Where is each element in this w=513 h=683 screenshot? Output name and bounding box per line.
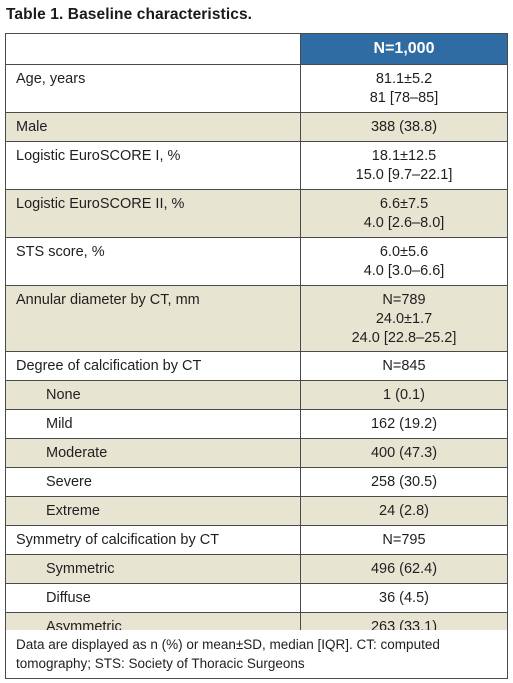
row-value-cell: 81.1±5.2 81 [78–85] [301, 65, 507, 112]
table-row: Degree of calcification by CT N=845 [6, 351, 507, 380]
row-value-cell: 18.1±12.5 15.0 [9.7–22.1] [301, 142, 507, 189]
table-row: Male 388 (38.8) [6, 112, 507, 141]
row-value-cell: 6.0±5.6 4.0 [3.0–6.6] [301, 238, 507, 285]
row-label: Logistic EuroSCORE II, % [6, 190, 301, 237]
row-value: 4.0 [2.6–8.0] [363, 215, 445, 231]
table-row: Moderate 400 (47.3) [6, 438, 507, 467]
row-label: Diffuse [6, 584, 301, 612]
row-value-cell: 1 (0.1) [301, 381, 507, 409]
row-value: 258 (30.5) [370, 474, 438, 490]
row-label: Severe [6, 468, 301, 496]
table-row: Extreme 24 (2.8) [6, 496, 507, 525]
row-label: Degree of calcification by CT [6, 352, 301, 380]
row-value: 81.1±5.2 [375, 71, 433, 87]
table-row: Annular diameter by CT, mm N=789 24.0±1.7 2… [6, 285, 507, 351]
row-value: 24 (2.8) [379, 503, 429, 519]
table-row: Mild 162 (19.2) [6, 409, 507, 438]
row-value: 400 (47.3) [370, 445, 438, 461]
row-value-cell: 258 (30.5) [301, 468, 507, 496]
row-value: 496 (62.4) [370, 561, 438, 577]
table-row: Symmetry of calcification by CT N=795 [6, 525, 507, 554]
row-value-cell: 496 (62.4) [301, 555, 507, 583]
table-row: Age, years 81.1±5.2 81 [78–85] [6, 64, 507, 112]
row-label: Extreme [6, 497, 301, 525]
header-n-cell: N=1,000 [301, 34, 507, 64]
row-value-cell: 6.6±7.5 4.0 [2.6–8.0] [301, 190, 507, 237]
row-label: Moderate [6, 439, 301, 467]
table-header-row: N=1,000 [6, 34, 507, 64]
row-label: Logistic EuroSCORE I, % [6, 142, 301, 189]
header-left-cell [6, 34, 301, 64]
row-value: N=845 [382, 358, 426, 374]
row-value-cell: N=845 [301, 352, 507, 380]
baseline-table: N=1,000 Age, years 81.1±5.2 81 [78–85] Male… [5, 33, 508, 642]
table-row: Logistic EuroSCORE II, % 6.6±7.5 4.0 [2.6–… [6, 189, 507, 237]
table-row: Diffuse 36 (4.5) [6, 583, 507, 612]
row-value: 6.6±7.5 [379, 196, 429, 212]
row-value: 388 (38.8) [370, 119, 438, 135]
row-value-cell: N=795 [301, 526, 507, 554]
table-row: Symmetric 496 (62.4) [6, 554, 507, 583]
row-label: Male [6, 113, 301, 141]
row-value-cell: 24 (2.8) [301, 497, 507, 525]
row-value: N=789 [382, 292, 426, 308]
row-value: 15.0 [9.7–22.1] [355, 167, 453, 183]
row-value: 6.0±5.6 [379, 244, 429, 260]
row-value-cell: 400 (47.3) [301, 439, 507, 467]
row-value: 162 (19.2) [370, 416, 438, 432]
row-value: 81 [78–85] [369, 90, 439, 106]
table-row: STS score, % 6.0±5.6 4.0 [3.0–6.6] [6, 237, 507, 285]
table-body: Age, years 81.1±5.2 81 [78–85] Male 388 (38.… [6, 64, 507, 641]
row-label: Symmetry of calcification by CT [6, 526, 301, 554]
row-label: Symmetric [6, 555, 301, 583]
row-label: Annular diameter by CT, mm [6, 286, 301, 351]
table-row: None 1 (0.1) [6, 380, 507, 409]
row-value: N=795 [382, 532, 426, 548]
row-value-cell: 36 (4.5) [301, 584, 507, 612]
row-value-cell: 388 (38.8) [301, 113, 507, 141]
row-value: 4.0 [3.0–6.6] [363, 263, 445, 279]
row-label: Mild [6, 410, 301, 438]
row-value: 36 (4.5) [379, 590, 429, 606]
row-label: None [6, 381, 301, 409]
row-label: Age, years [6, 65, 301, 112]
table-row: Severe 258 (30.5) [6, 467, 507, 496]
table-row: Logistic EuroSCORE I, % 18.1±12.5 15.0 [9.… [6, 141, 507, 189]
row-value: 1 (0.1) [383, 387, 425, 403]
row-value: 18.1±12.5 [371, 148, 437, 164]
row-label: STS score, % [6, 238, 301, 285]
table-footnote: Data are displayed as n (%) or mean±SD, … [5, 630, 508, 679]
row-value: 24.0±1.7 [375, 311, 433, 327]
table-caption: Table 1. Baseline characteristics. [6, 6, 253, 23]
row-value: 24.0 [22.8–25.2] [351, 330, 457, 346]
row-value-cell: 162 (19.2) [301, 410, 507, 438]
row-value-cell: N=789 24.0±1.7 24.0 [22.8–25.2] [301, 286, 507, 351]
